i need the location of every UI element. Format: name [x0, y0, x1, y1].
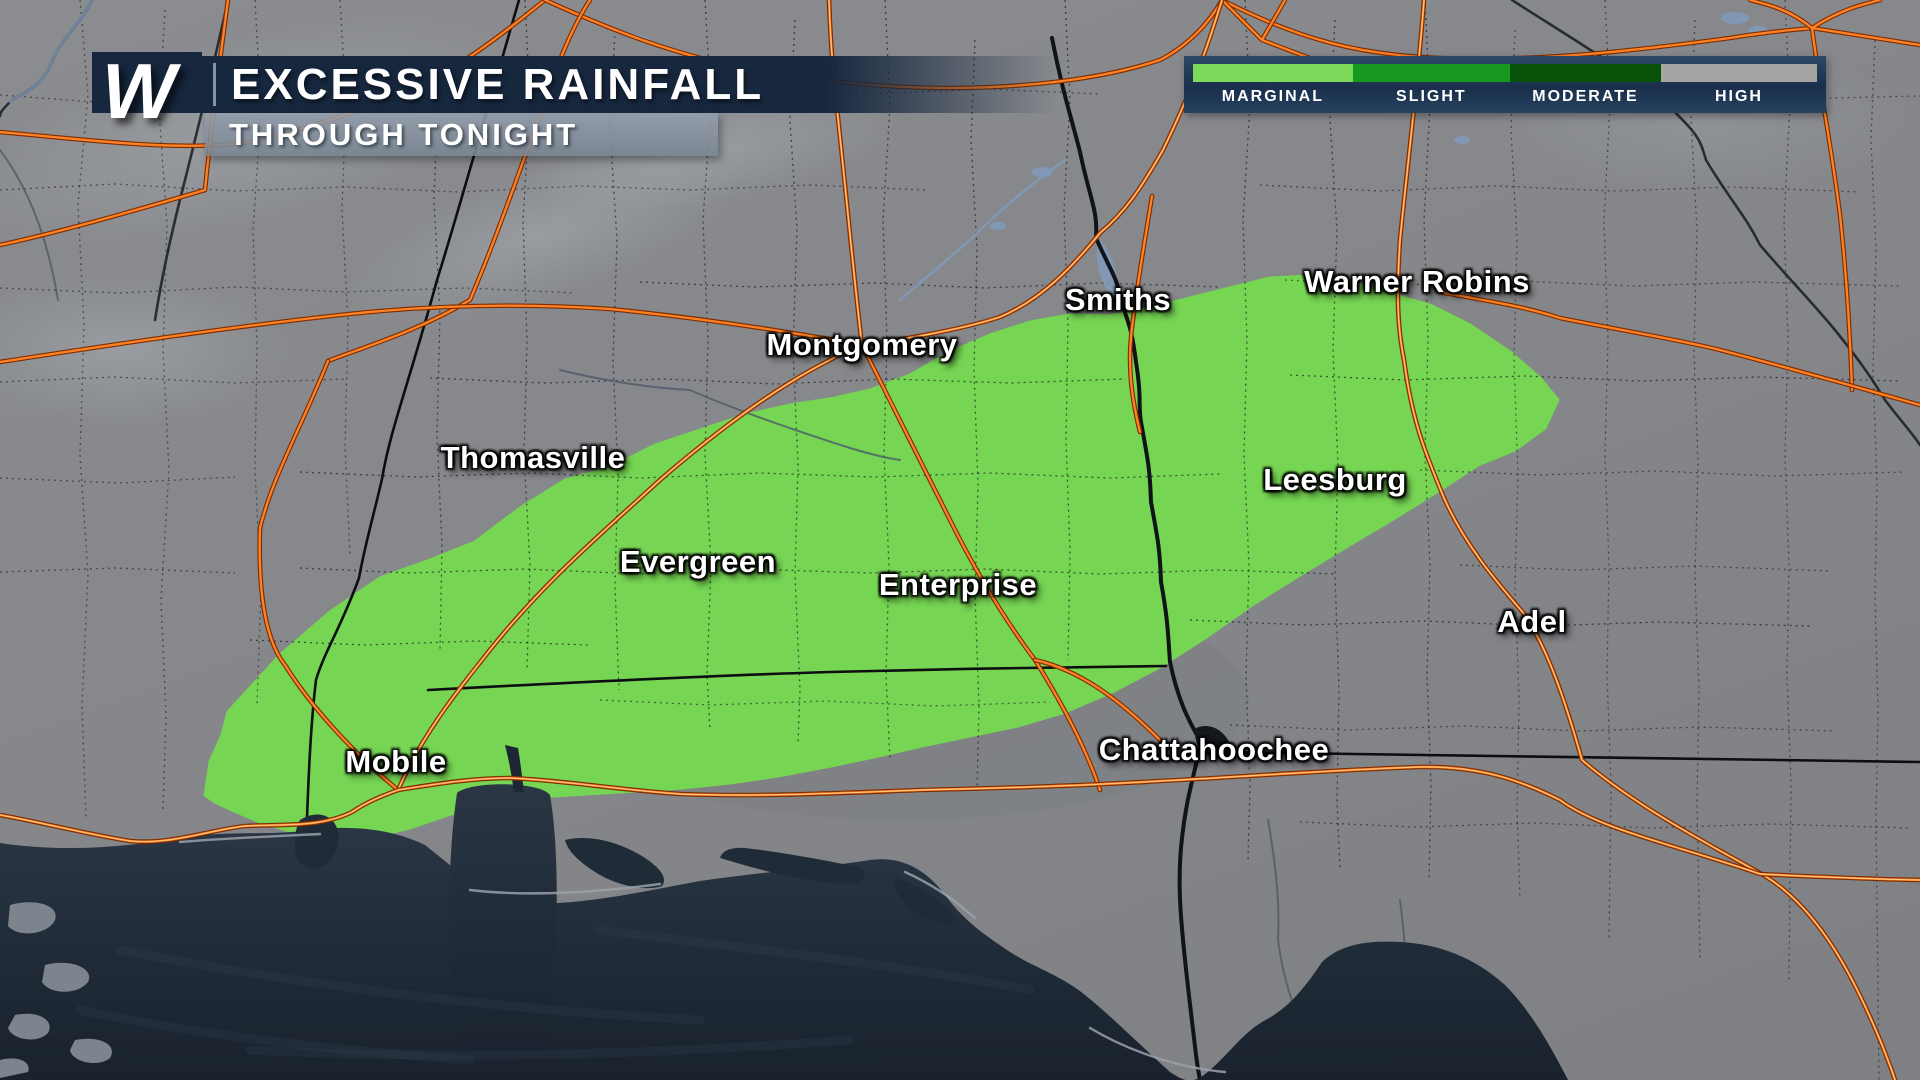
mobile-bay: [449, 784, 557, 1080]
title-separator: [213, 63, 216, 106]
legend-segment: [1660, 64, 1817, 82]
legend-label: SLIGHT: [1396, 88, 1467, 105]
gulf-of-mexico: [0, 745, 1568, 1080]
city-label: Mobile: [345, 744, 447, 779]
subtitle-bar: THROUGH TONIGHT: [205, 113, 718, 156]
title-bar: [92, 56, 1057, 113]
pensacola-bay: [565, 838, 665, 889]
legend-segment: [1352, 64, 1510, 82]
city-label: Montgomery: [766, 327, 958, 362]
perdido-bay: [294, 814, 339, 869]
city-label: Enterprise: [878, 567, 1038, 602]
city-label: Smiths: [1064, 282, 1172, 317]
legend-label: MARGINAL: [1221, 88, 1324, 105]
lake-seminole: [1195, 725, 1233, 760]
legend-color-bar: [1193, 64, 1817, 82]
state-borders: [304, 0, 1920, 1080]
city-label: Chattahoochee: [1098, 732, 1330, 767]
city-label: Leesburg: [1263, 462, 1407, 497]
page-subtitle: THROUGH TONIGHT: [229, 117, 579, 152]
legend-label: MODERATE: [1532, 88, 1639, 105]
city-label: Evergreen: [619, 544, 777, 579]
city-label: Adel: [1497, 604, 1567, 639]
choctawhatchee-bay: [720, 847, 865, 884]
legend-label: HIGH: [1714, 88, 1763, 105]
page-title: EXCESSIVE RAINFALL: [231, 60, 765, 109]
logo-w-glyph: W: [102, 47, 176, 135]
risk-legend: MARGINAL SLIGHT MODERATE HIGH: [1184, 56, 1826, 113]
legend-segment: [1193, 64, 1353, 82]
legend-labels: MARGINAL SLIGHT MODERATE HIGH: [1193, 84, 1817, 110]
city-label: Thomasville: [440, 440, 626, 475]
legend-segment: [1509, 64, 1661, 82]
risk-area-marginal: [203, 274, 1560, 841]
city-label: Warner Robins: [1304, 264, 1530, 299]
weathernation-logo: W: [92, 47, 202, 135]
